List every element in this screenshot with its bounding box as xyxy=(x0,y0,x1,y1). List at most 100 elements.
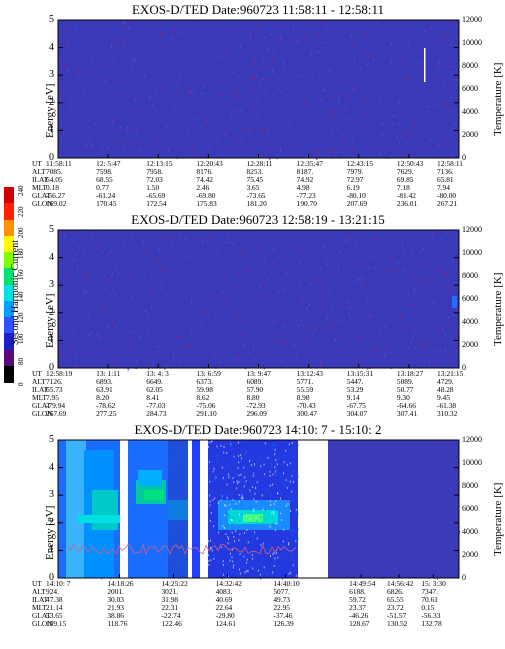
panel2-row-ilat-value: 63.91 xyxy=(96,385,113,394)
panel3-ylabel-3: 3 xyxy=(49,489,54,501)
panel1-row-mlt-value: 1.50 xyxy=(146,183,160,192)
panel1-row-ut-value: 12:28:11 xyxy=(246,159,273,168)
panel1-row-mlt-value: 0.77 xyxy=(96,183,110,192)
panel3-row-ilat-value: 31.98 xyxy=(161,595,179,604)
panel2-y2label-0: 0 xyxy=(462,363,466,372)
panel1-row-glat-value: -80.00 xyxy=(437,191,457,200)
panel3-row-glat-value: -56.33 xyxy=(421,611,441,620)
panel1-ylabel-0: 0 xyxy=(49,152,54,163)
panel3-y2label-1: 2000 xyxy=(462,550,478,559)
panel2-row-alt-value: 6893. xyxy=(96,377,113,386)
panel1-y2label-6: 12000 xyxy=(462,15,482,24)
panel2-row-glon-value: 284.73 xyxy=(146,409,167,418)
panel3-row-glat-value: -29.80 xyxy=(215,611,235,620)
panel2-row-glon-value: 291.10 xyxy=(196,409,217,418)
panel1-row-alt-label: ALT xyxy=(32,167,46,176)
panel1-row-alt-value: 8176. xyxy=(196,167,214,176)
panel1-row-mlt-value: 7.18 xyxy=(396,183,410,192)
panel3-row-ut-value: 14:25:22 xyxy=(161,579,188,588)
panel1-row-mlt-label: MLT xyxy=(32,183,47,192)
panel1-y2label-3: 6000 xyxy=(462,84,478,93)
panel2-row-glat-value: -77.03 xyxy=(146,401,166,410)
panel1-row-alt-value: 7085. xyxy=(46,167,63,176)
panel1-row-mlt-value: 4.98 xyxy=(296,183,310,192)
panel3-row-mlt-value: 0.15 xyxy=(421,603,435,612)
panel1-row-ut-value: 12: 5:47 xyxy=(96,159,121,168)
panel1-row-mlt-value: 3.65 xyxy=(246,183,260,192)
panel2-row-alt-value: 5771. xyxy=(296,377,314,386)
panel3-row-ut-value: 14:56:42 xyxy=(387,579,414,588)
panel2-row-glat-label: GLAT xyxy=(32,401,51,410)
panel3-row-glat-label: GLAT xyxy=(32,611,51,620)
panel2-row-mlt-value: 9.30 xyxy=(396,393,410,402)
panel2-row-alt-value: 7126. xyxy=(46,377,63,386)
panel3-row-alt-value: 4083. xyxy=(215,587,233,596)
panel2-row-alt-value: 5447. xyxy=(346,377,364,386)
panel1-row-glat-value: -73.65 xyxy=(246,191,266,200)
panel1-row-ilat-value: 75.45 xyxy=(246,175,264,184)
panel3-band-a2 xyxy=(78,515,122,523)
panel3-band-c3 xyxy=(243,514,263,522)
panel2-row-mlt-value: 8.80 xyxy=(246,393,260,402)
panel2-row-mlt-value: 8.20 xyxy=(96,393,110,402)
panel2-y2label-4: 8000 xyxy=(462,271,478,280)
panel1-row-mlt-value: 2.46 xyxy=(196,183,210,192)
panel3-row-mlt-value: 22.64 xyxy=(215,603,233,612)
panel1-row-glon-label: GLON xyxy=(32,199,53,208)
panel1-background xyxy=(58,20,459,158)
panel1-row-glon-value: 207.69 xyxy=(346,199,368,208)
panel1-y2label-5: 10000 xyxy=(462,38,482,47)
panel2-row-ut-value: 13:15:31 xyxy=(346,369,374,378)
panel1-row-alt-value: 7958. xyxy=(146,167,163,176)
panel2-y2label-5: 10000 xyxy=(462,248,482,257)
panel2-row-glon-value: 277.25 xyxy=(96,409,117,418)
panel3-frame xyxy=(57,439,460,579)
panel3-row-ilat-value: 59.72 xyxy=(349,595,366,604)
panel3-row-glon-value: 124.61 xyxy=(215,619,236,628)
panel1-ylabel-3: 3 xyxy=(49,69,54,81)
panel3-row-glon-value: 118.76 xyxy=(107,619,128,628)
panel2-row-glat-value: -61.38 xyxy=(437,401,457,410)
panel3-row-mlt-value: 23.37 xyxy=(349,603,366,612)
panel3-row-ut-value: 14:49:54 xyxy=(349,579,376,588)
panel3-band-b3 xyxy=(138,470,162,486)
panel3-row-alt-value: 7347. xyxy=(421,587,438,596)
panel1-row-glat-label: GLAT xyxy=(32,191,51,200)
panel2-row-mlt-value: 8.62 xyxy=(196,393,210,402)
panel2-row-ilat-value: 48.28 xyxy=(437,385,454,394)
panel2-row-mlt-value: 8.98 xyxy=(296,393,310,402)
panel2-row-glon-value: 296.09 xyxy=(246,409,267,418)
panel3-gap-1 xyxy=(120,440,128,578)
colorbar-segment xyxy=(4,203,14,220)
panel2-row-mlt-value: 9.45 xyxy=(437,393,450,402)
colorbar-segment xyxy=(4,333,14,350)
panel2-y2label-1: 2000 xyxy=(462,340,478,349)
panel2-row-ut-value: 13: 9:47 xyxy=(246,369,271,378)
panel1-row-alt-value: 7136. xyxy=(437,167,454,176)
panel1-row-glon-value: 181.20 xyxy=(246,199,267,208)
panel2-row-alt-value: 5089. xyxy=(396,377,414,386)
panel1-row-ilat-value: 68.55 xyxy=(96,175,113,184)
panel3-row-glat-value: -51.57 xyxy=(387,611,407,620)
panel2-row-ut-value: 13:21:15 xyxy=(437,369,464,378)
panel3-row-glat-value: -46.26 xyxy=(349,611,369,620)
panel2-row-ut-value: 13: 6:59 xyxy=(196,369,221,378)
panel1-row-ilat-value: 69.85 xyxy=(396,175,414,184)
panel3-ylabel-1: 1 xyxy=(49,544,54,556)
panel3-row-alt-value: 3021. xyxy=(161,587,179,596)
panel1-plot xyxy=(57,19,460,161)
panel3-row-ilat-value: 70.61 xyxy=(421,595,438,604)
panel1-noise xyxy=(58,20,460,161)
panel3-row-glat-value: 53.65 xyxy=(46,611,63,620)
colorbar-segment xyxy=(4,219,14,237)
panel1-row-alt-value: 7598. xyxy=(96,167,113,176)
panel3-row-mlt-value: 23.72 xyxy=(387,603,404,612)
panel3-row-alt-label: ALT xyxy=(32,587,46,596)
panel2-row-ut-value: 13: 1:11 xyxy=(96,369,121,378)
panel3-row-glon-value: 128.67 xyxy=(349,619,370,628)
panel3-gap-3 xyxy=(200,440,208,578)
panel3-ylabel-4: 4 xyxy=(49,461,54,473)
panel3-row-ut-value: 14:18:26 xyxy=(107,579,134,588)
panel2-row-mlt-value: 8.41 xyxy=(146,393,160,402)
panel3-band-b2 xyxy=(144,490,164,500)
